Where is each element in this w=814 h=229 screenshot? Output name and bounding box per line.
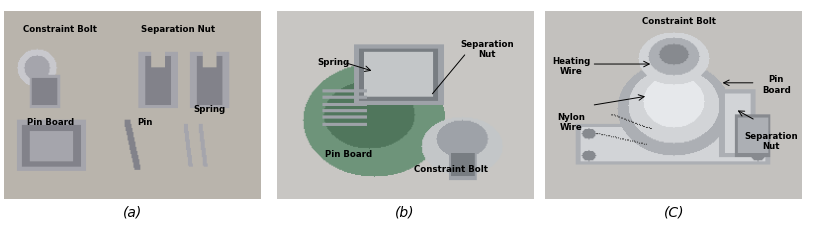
- Text: Nylon
Wire: Nylon Wire: [557, 113, 585, 132]
- Text: Pin: Pin: [138, 118, 153, 128]
- Text: Separation
Nut: Separation Nut: [744, 132, 798, 151]
- Text: Constraint Bolt: Constraint Bolt: [414, 165, 488, 174]
- Text: Heating
Wire: Heating Wire: [552, 57, 590, 76]
- Text: Separation
Nut: Separation Nut: [460, 40, 514, 59]
- Text: (a): (a): [123, 206, 142, 220]
- Text: Spring: Spring: [317, 58, 349, 67]
- Text: Pin Board: Pin Board: [325, 150, 372, 159]
- Text: (b): (b): [395, 206, 414, 220]
- Text: Separation Nut: Separation Nut: [142, 25, 216, 34]
- Text: Pin
Board: Pin Board: [762, 75, 790, 95]
- Text: Constraint Bolt: Constraint Bolt: [24, 25, 98, 34]
- Text: Pin Board: Pin Board: [27, 118, 74, 128]
- Text: Constraint Bolt: Constraint Bolt: [641, 17, 716, 26]
- Text: Spring: Spring: [193, 105, 225, 114]
- Text: (C): (C): [663, 206, 685, 220]
